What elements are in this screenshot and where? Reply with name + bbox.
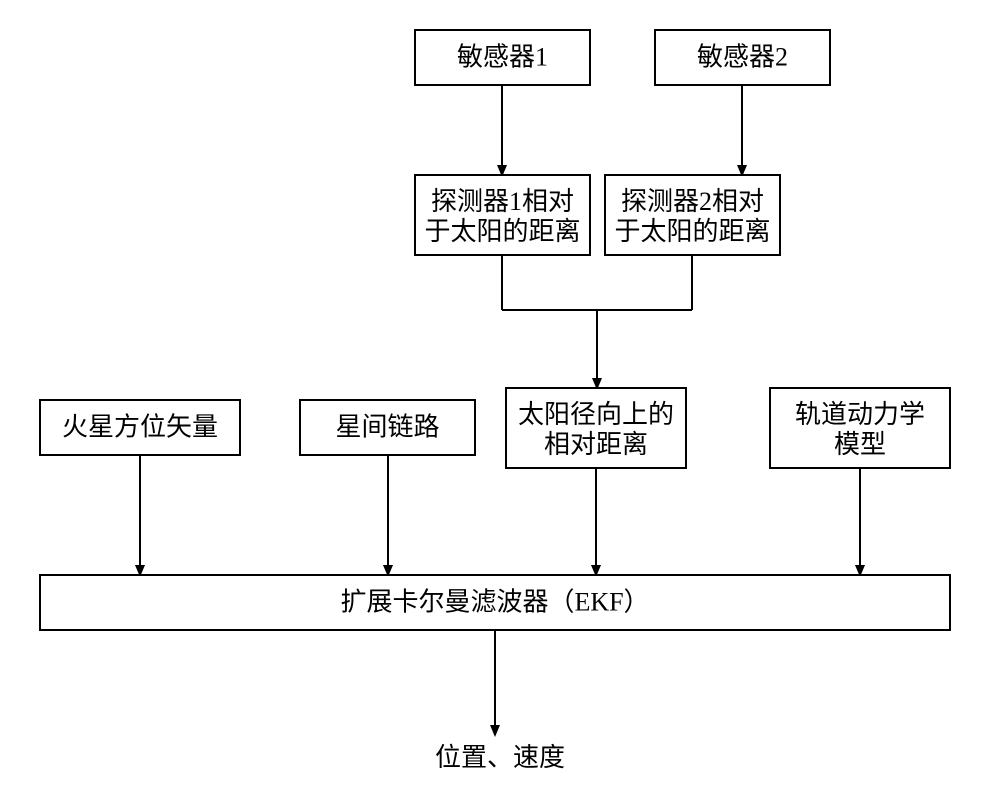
node-dist1-label-2: 于太阳的距离	[424, 217, 580, 246]
node-sensor2-label: 敏感器2	[697, 42, 788, 71]
node-dist2: 探测器2相对 于太阳的距离	[605, 175, 780, 255]
node-ekf-label: 扩展卡尔曼滤波器（EKF）	[340, 587, 649, 616]
node-solar-label-1: 太阳径向上的	[518, 400, 674, 429]
node-orbit-label-1: 轨道动力学	[795, 400, 925, 429]
node-sensor2: 敏感器2	[655, 30, 830, 85]
node-orbit: 轨道动力学 模型	[770, 388, 950, 468]
node-orbit-label-2: 模型	[834, 430, 886, 459]
node-mars: 火星方位矢量	[40, 400, 240, 455]
node-dist1: 探测器1相对 于太阳的距离	[415, 175, 590, 255]
node-solar-label-2: 相对距离	[544, 430, 648, 459]
node-dist2-label-1: 探测器2相对	[621, 187, 764, 216]
node-ekf: 扩展卡尔曼滤波器（EKF）	[40, 575, 950, 630]
node-link: 星间链路	[300, 400, 475, 455]
node-sensor1: 敏感器1	[415, 30, 590, 85]
node-dist1-label-1: 探测器1相对	[431, 187, 574, 216]
node-mars-label: 火星方位矢量	[62, 412, 218, 441]
node-dist2-label-2: 于太阳的距离	[614, 217, 770, 246]
node-link-label: 星间链路	[335, 412, 439, 441]
node-sensor1-label: 敏感器1	[457, 42, 548, 71]
node-solar: 太阳径向上的 相对距离	[506, 388, 686, 468]
flowchart-svg: 敏感器1 敏感器2 探测器1相对 于太阳的距离 探测器2相对 于太阳的距离 火星…	[0, 0, 1000, 807]
node-output-label: 位置、速度	[435, 743, 565, 772]
